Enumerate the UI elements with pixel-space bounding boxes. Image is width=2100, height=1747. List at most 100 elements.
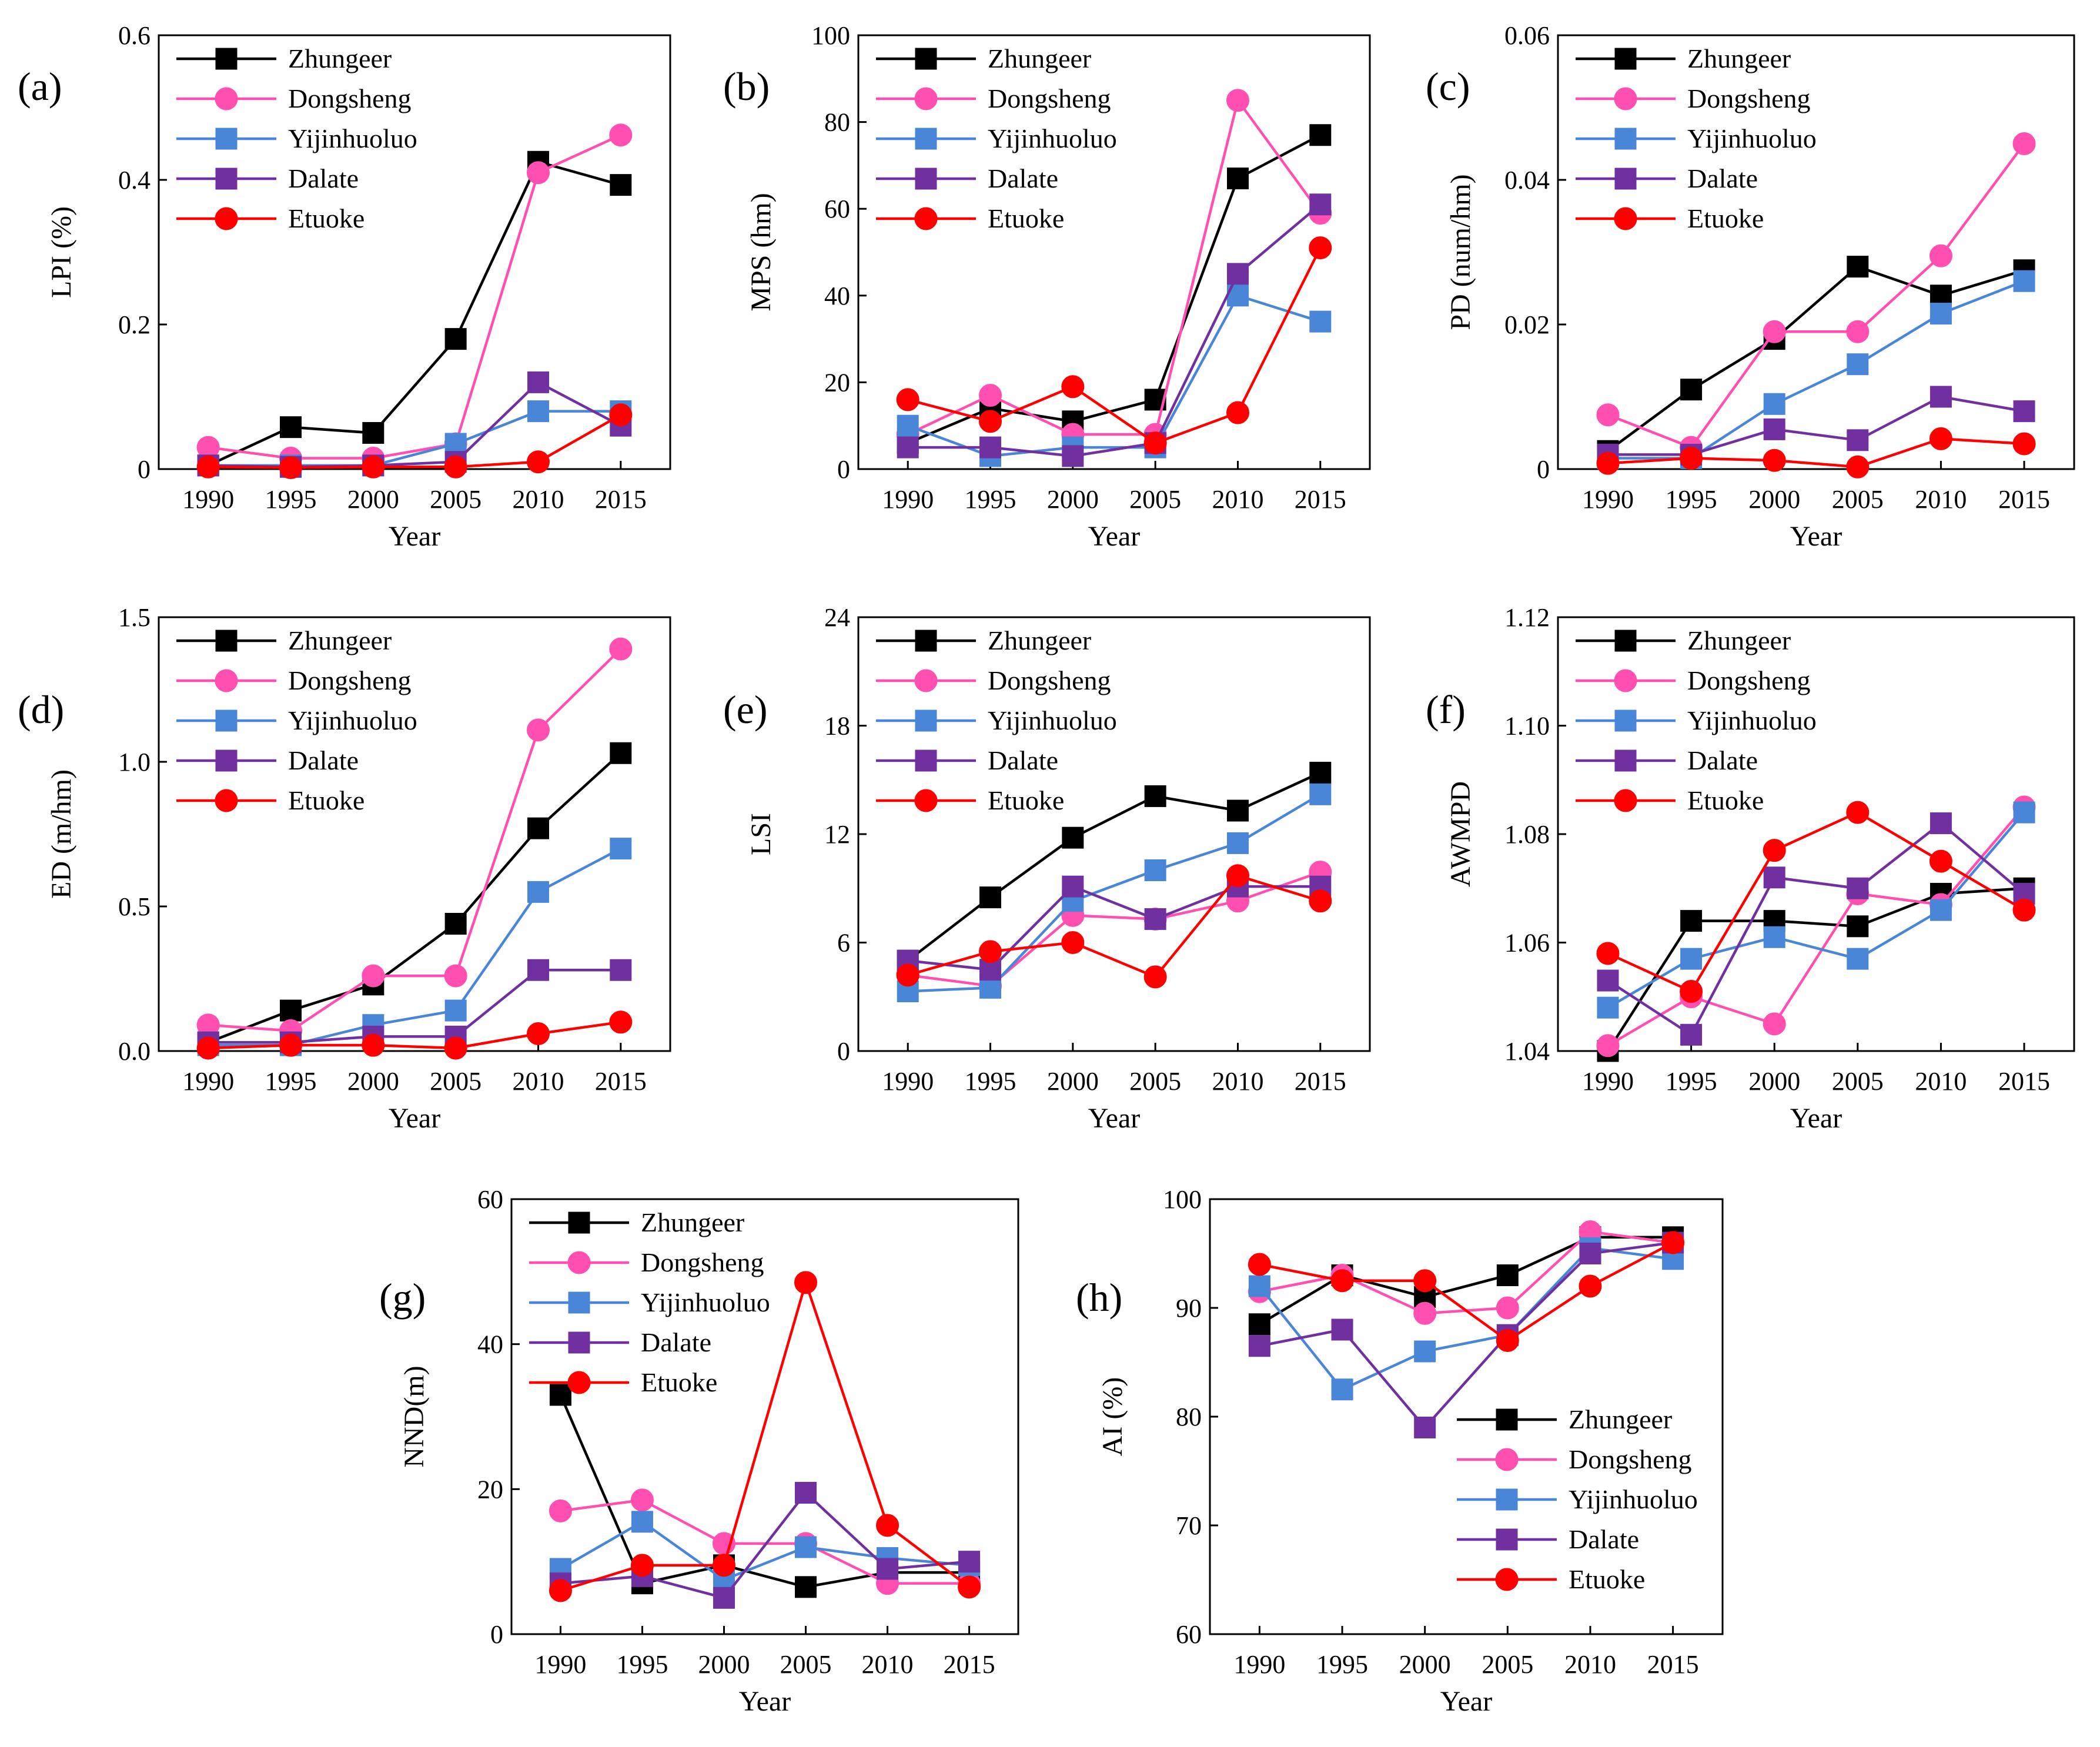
y-tick-label: 1.08 xyxy=(1504,820,1550,849)
data-point xyxy=(1496,1264,1519,1286)
data-point xyxy=(1846,455,1870,478)
x-tick-label: 1995 xyxy=(1666,1067,1717,1096)
data-point xyxy=(444,328,467,350)
data-point xyxy=(1763,320,1786,343)
data-point xyxy=(609,403,633,427)
data-point xyxy=(1309,761,1332,784)
legend-entry: Dalate xyxy=(288,163,359,193)
data-point xyxy=(196,455,220,478)
legend: Zhungeer Dongsheng Yijinhuoluo Dalate Etuoke xyxy=(876,625,1117,815)
data-point xyxy=(1579,1243,1601,1264)
legend-entry: Etuoke xyxy=(1687,785,1764,815)
legend-marker xyxy=(915,709,937,732)
data-point xyxy=(1847,353,1869,376)
data-point xyxy=(1763,866,1785,889)
data-point xyxy=(1846,801,1870,824)
legend: Zhungeer Dongsheng Yijinhuoluo Dalate Etuoke xyxy=(876,43,1117,233)
x-tick-label: 2005 xyxy=(780,1650,832,1679)
data-point xyxy=(1847,948,1869,970)
y-tick-label: 40 xyxy=(477,1330,503,1359)
data-point xyxy=(1309,783,1332,805)
data-point xyxy=(1846,320,1870,343)
y-tick-label: 6 xyxy=(837,929,850,958)
data-point xyxy=(1144,785,1166,807)
data-point xyxy=(979,886,1002,909)
y-axis-label: MPS (hm) xyxy=(745,193,777,311)
data-point xyxy=(1763,839,1786,862)
y-tick-label: 24 xyxy=(824,603,850,632)
x-axis-label: Year xyxy=(389,1103,440,1134)
series-line xyxy=(907,885,1320,971)
x-tick-label: 1990 xyxy=(182,1067,234,1096)
x-axis-label: Year xyxy=(1088,1103,1140,1134)
legend: Zhungeer Dongsheng Yijinhuoluo Dalate Etuoke xyxy=(176,625,417,815)
legend-entry: Etuoke xyxy=(288,203,365,233)
x-tick-label: 2005 xyxy=(430,485,481,514)
x-tick-label: 2000 xyxy=(1047,1067,1099,1096)
data-point xyxy=(630,1554,654,1577)
data-point xyxy=(1226,263,1249,285)
series-etuoke xyxy=(1596,427,2036,478)
series-etuoke xyxy=(196,1010,633,1060)
data-point xyxy=(526,161,550,185)
data-point xyxy=(1929,427,1952,450)
data-point xyxy=(1226,832,1249,854)
legend-entry: Yijinhuoluo xyxy=(288,705,417,735)
series-line xyxy=(1607,437,2025,468)
series-line xyxy=(1259,1230,1673,1315)
series-line xyxy=(1258,1246,1673,1391)
legend-marker xyxy=(915,168,937,190)
legend-entry: Yijinhuoluo xyxy=(988,123,1117,153)
series-line xyxy=(1607,280,2025,460)
y-tick-label: 100 xyxy=(811,21,850,50)
data-point xyxy=(362,1033,385,1057)
data-point xyxy=(549,1499,572,1522)
y-tick-label: 1.5 xyxy=(118,603,151,632)
data-point xyxy=(1226,401,1249,424)
series-line xyxy=(208,413,621,469)
x-tick-label: 1995 xyxy=(1316,1650,1368,1679)
x-tick-label: 2005 xyxy=(430,1067,481,1096)
panel-label: (h) xyxy=(1076,1275,1122,1320)
chart-panel-d: 0.0 0.5 1.0 1.5 1990 1995 2000 2005 2010 2015 Year… xyxy=(18,603,671,1134)
legend-marker xyxy=(215,789,238,812)
legend-entry: Etuoke xyxy=(1569,1564,1645,1594)
data-point xyxy=(444,964,467,988)
panel-label: (g) xyxy=(379,1275,426,1320)
legend-entry: Dalate xyxy=(1687,163,1758,193)
data-point xyxy=(280,999,302,1022)
data-point xyxy=(1331,1318,1353,1341)
x-tick-label: 1990 xyxy=(1582,1067,1634,1096)
y-tick-label: 70 xyxy=(1176,1511,1202,1540)
y-tick-label: 0.4 xyxy=(118,166,151,195)
x-tick-label: 2015 xyxy=(944,1650,995,1679)
data-point xyxy=(527,881,549,903)
data-point xyxy=(1579,1274,1602,1298)
legend: Zhungeer Dongsheng Yijinhuoluo Dalate Etuoke xyxy=(1576,43,1817,233)
series-etuoke xyxy=(1596,801,2036,1003)
legend-entry: Dongsheng xyxy=(988,665,1111,695)
series-line xyxy=(1607,143,2025,449)
legend-entry: Yijinhuoluo xyxy=(1687,705,1817,735)
legend-entry: Zhungeer xyxy=(641,1207,744,1237)
y-axis-label: AI (%) xyxy=(1097,1377,1128,1457)
legend-marker xyxy=(215,128,238,150)
legend-marker xyxy=(1496,1528,1518,1551)
data-point xyxy=(979,940,1002,963)
data-point xyxy=(1763,926,1785,948)
data-point xyxy=(1414,1340,1436,1363)
legend-marker xyxy=(915,630,937,652)
series-zhungeer xyxy=(1597,877,2035,1062)
series-dalate xyxy=(197,959,632,1053)
y-axis-label: PD (num/hm) xyxy=(1445,174,1476,330)
series-etuoke xyxy=(896,864,1332,989)
y-tick-label: 1.10 xyxy=(1504,712,1550,741)
data-point xyxy=(1330,1269,1354,1293)
data-point xyxy=(362,455,385,478)
series-yijinhuoluo xyxy=(897,285,1332,467)
data-point xyxy=(609,123,633,147)
series-line xyxy=(1607,395,2025,456)
x-tick-label: 2015 xyxy=(595,1067,647,1096)
legend-entry: Dongsheng xyxy=(288,665,412,695)
data-point xyxy=(979,976,1002,999)
